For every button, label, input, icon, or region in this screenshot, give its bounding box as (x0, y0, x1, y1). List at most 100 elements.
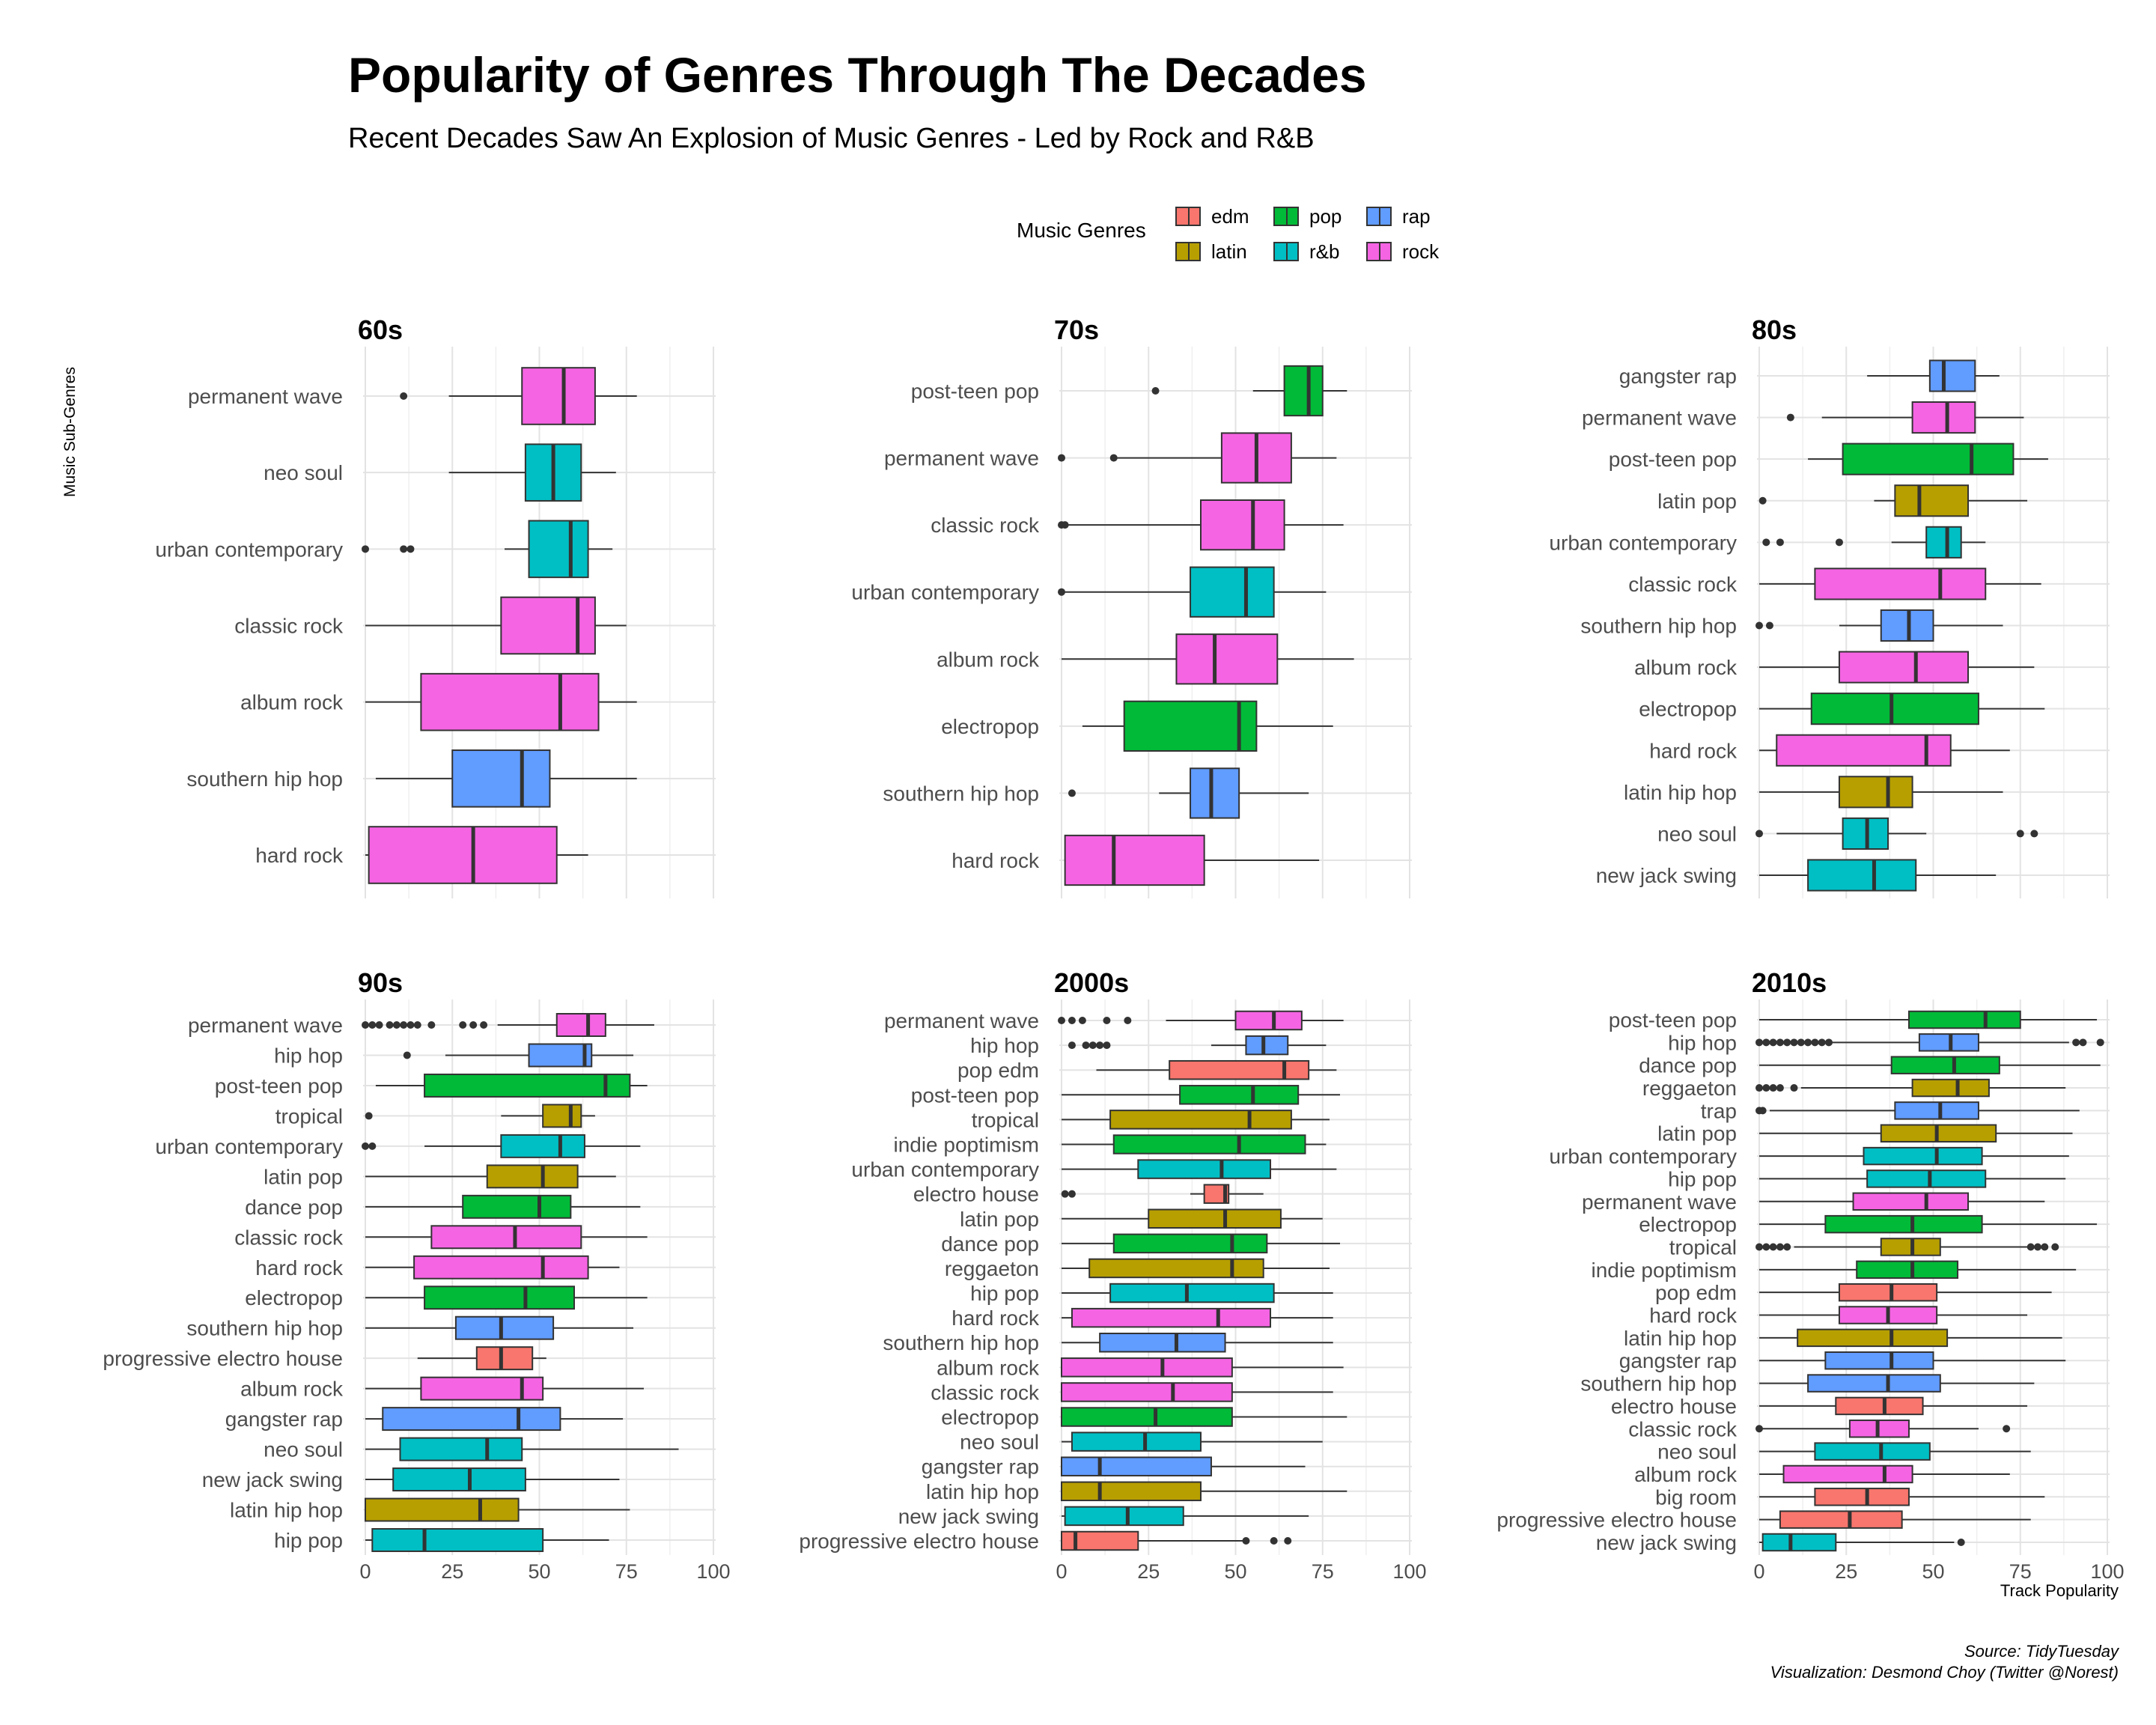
y-tick-label: gangster rap (1619, 1349, 1737, 1372)
x-tick-label: 75 (2009, 1560, 2032, 1583)
outlier-point (1284, 1537, 1292, 1545)
outlier-point (1082, 1041, 1090, 1050)
outlier-point (2072, 1038, 2080, 1047)
box (475, 1346, 534, 1371)
box (1807, 859, 1917, 892)
outlier-point (400, 392, 408, 400)
outlier-point (1835, 538, 1843, 547)
box (1911, 1078, 1990, 1098)
box-row: tropical (1669, 1235, 2059, 1259)
outlier-point (427, 1021, 436, 1029)
box (1761, 1533, 1837, 1552)
box (1838, 1283, 1938, 1302)
outlier-point (1769, 1038, 1777, 1047)
outlier-point (375, 1021, 383, 1029)
outlier-point (1762, 1038, 1770, 1047)
legend-item-edm: edm (1175, 201, 1249, 231)
outlier-point (1797, 1038, 1805, 1047)
box-row: southern hip hop (186, 749, 637, 808)
box (1245, 1035, 1289, 1056)
y-tick-label: album rock (240, 1378, 344, 1401)
legend-item-rnb: r&b (1273, 237, 1339, 267)
box (1807, 1374, 1941, 1393)
box (500, 1134, 585, 1158)
box-row: permanent wave (884, 432, 1337, 484)
box-row: latin pop (264, 1164, 616, 1188)
chart-title: Popularity of Genres Through The Decades (348, 47, 1367, 103)
y-tick-label: new jack swing (202, 1468, 343, 1491)
outlier-point (365, 1112, 373, 1120)
y-tick-label: album rock (1634, 1463, 1738, 1486)
outlier-point (1068, 1190, 1076, 1198)
box (430, 1225, 582, 1250)
box (1137, 1159, 1272, 1179)
box (1925, 526, 1962, 559)
box-row: urban contemporary (155, 520, 613, 579)
box (1852, 1192, 1970, 1211)
box (1123, 700, 1258, 752)
outlier-point (362, 1021, 369, 1029)
outlier-point (1776, 538, 1784, 547)
y-tick-label: post-teen pop (911, 1083, 1039, 1107)
box (1838, 776, 1913, 809)
box-row: hard rock (951, 834, 1320, 886)
outlier-point (1769, 1084, 1777, 1092)
panel-title-2010s: 2010s (1752, 967, 1827, 998)
box-row: album rock (240, 1376, 644, 1401)
outlier-point (1790, 1038, 1798, 1047)
box (1797, 1328, 1949, 1348)
y-tick-label: southern hip hop (186, 767, 343, 791)
outlier-point (362, 545, 369, 553)
box (500, 596, 596, 655)
outlier-point (386, 1021, 394, 1029)
outlier-point (1270, 1537, 1278, 1545)
x-tick-label: 25 (1137, 1560, 1160, 1583)
legend-label-edm: edm (1211, 204, 1249, 228)
outlier-point (2051, 1243, 2059, 1251)
box-row: latin hip hop (230, 1497, 630, 1522)
y-tick-label: latin pop (1657, 1122, 1737, 1146)
box-row: indie poptimism (893, 1133, 1327, 1156)
box-row: progressive electro house (103, 1346, 546, 1371)
y-tick-label: hip hop (1668, 1031, 1737, 1054)
outlier-point (1762, 538, 1770, 547)
box-row: neo soul (264, 443, 616, 502)
box (1061, 1407, 1233, 1427)
box-row: hip hop (970, 1034, 1327, 1057)
box-row: new jack swing (1596, 1531, 1965, 1554)
outlier-point (2016, 830, 2024, 838)
outlier-point (1242, 1537, 1250, 1545)
box (1890, 1056, 2000, 1074)
panel-title-80s: 80s (1752, 314, 1797, 345)
outlier-point (1825, 1038, 1833, 1047)
caption-credit: Visualization: Desmond Choy (Twitter @No… (1770, 1663, 2119, 1682)
box (1169, 1059, 1310, 1080)
y-tick-label: neo soul (264, 1438, 343, 1461)
box (451, 749, 551, 808)
box (1810, 693, 1979, 725)
box-row: dance pop (941, 1232, 1340, 1256)
outlier-point (413, 1021, 421, 1029)
outlier-point (368, 1142, 377, 1150)
y-tick-label: gangster rap (225, 1408, 343, 1431)
outlier-point (1755, 1425, 1763, 1433)
box-row: classic rock (234, 596, 627, 655)
box (424, 1073, 631, 1098)
outlier-point (1068, 1041, 1076, 1050)
box (1061, 1382, 1233, 1402)
x-axis-title: Track Popularity (2000, 1581, 2119, 1600)
y-tick-label: southern hip hop (883, 782, 1039, 805)
box (1894, 484, 1970, 517)
y-tick-label: dance pop (1639, 1054, 1737, 1077)
box-row: gangster rap (922, 1455, 1306, 1479)
box-row: post-teen pop (911, 1083, 1340, 1107)
y-tick-label: gangster rap (922, 1455, 1039, 1479)
outlier-point (1776, 1038, 1784, 1047)
y-tick-label: urban contemporary (1549, 1145, 1737, 1168)
outlier-point (1755, 1243, 1763, 1251)
box-row: album rock (1634, 1463, 2010, 1486)
box (1190, 767, 1240, 819)
box-row: hip hop (1668, 1031, 2104, 1054)
y-tick-label: hip pop (274, 1529, 343, 1552)
box (1088, 1258, 1264, 1279)
